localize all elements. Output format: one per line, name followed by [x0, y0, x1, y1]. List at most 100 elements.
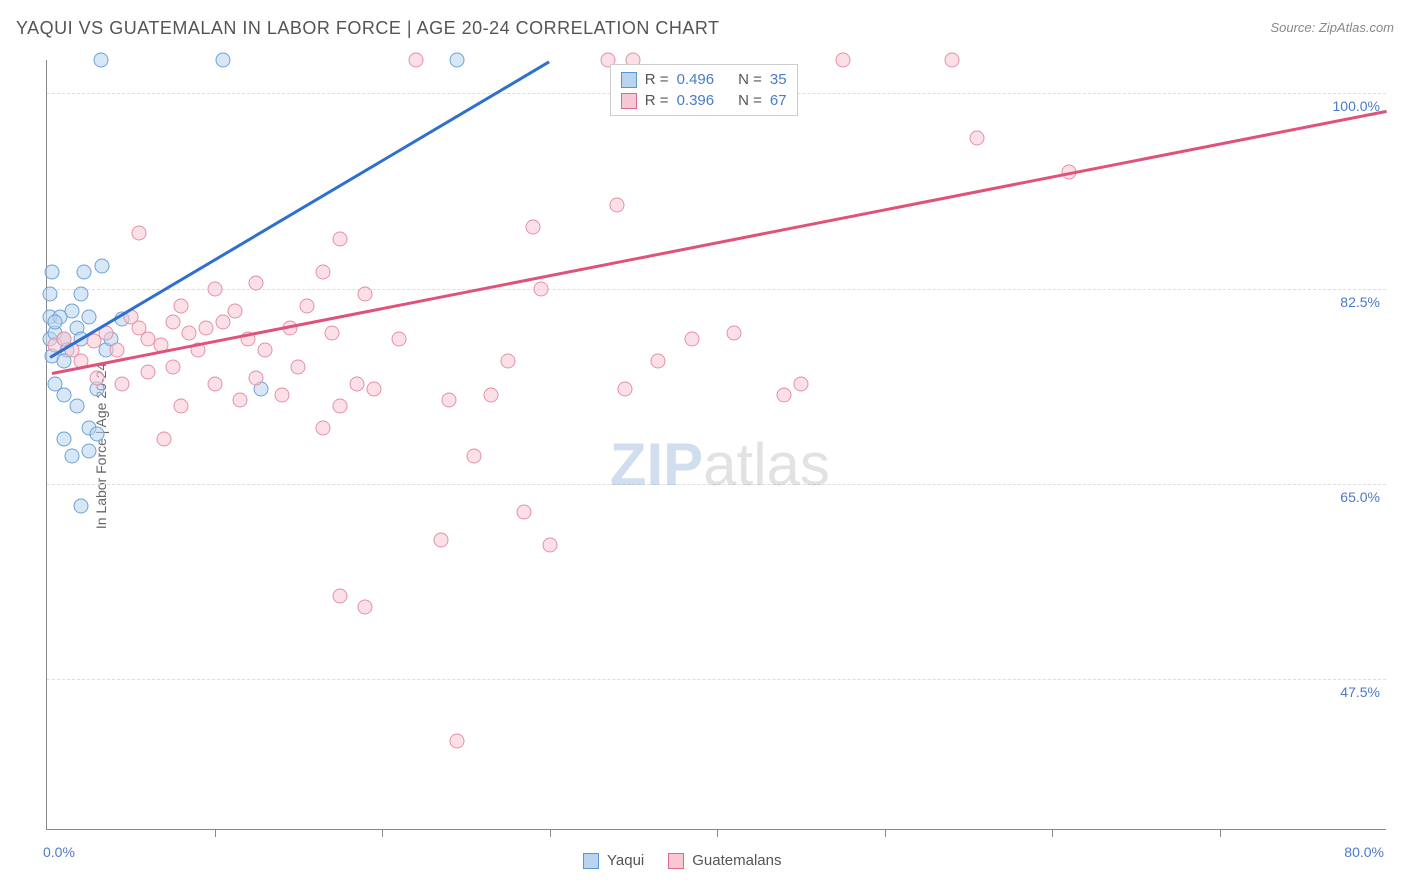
chart-container: YAQUI VS GUATEMALAN IN LABOR FORCE | AGE… [0, 0, 1406, 892]
x-tick [885, 829, 886, 837]
data-point [232, 393, 247, 408]
data-point [207, 281, 222, 296]
data-point [95, 259, 110, 274]
data-point [199, 320, 214, 335]
source-label: Source: ZipAtlas.com [1270, 20, 1394, 35]
y-tick-label: 65.0% [1340, 489, 1380, 505]
data-point [651, 354, 666, 369]
data-point [65, 304, 80, 319]
data-point [542, 538, 557, 553]
data-point [944, 53, 959, 68]
data-point [48, 315, 63, 330]
gridline [47, 484, 1386, 485]
x-axis-max-label: 80.0% [1344, 844, 1384, 860]
data-point [165, 315, 180, 330]
data-point [450, 733, 465, 748]
data-point [81, 443, 96, 458]
data-point [433, 532, 448, 547]
legend-label: Guatemalans [692, 852, 781, 869]
legend-item: Guatemalans [668, 852, 781, 869]
data-point [391, 331, 406, 346]
data-point [324, 326, 339, 341]
data-point [333, 588, 348, 603]
data-point [291, 359, 306, 374]
data-point [65, 449, 80, 464]
chart-title: YAQUI VS GUATEMALAN IN LABOR FORCE | AGE… [16, 18, 720, 39]
data-point [257, 343, 272, 358]
watermark: ZIPatlas [610, 430, 830, 499]
legend-r-label: R = [645, 92, 669, 109]
data-point [174, 298, 189, 313]
data-point [274, 387, 289, 402]
data-point [450, 53, 465, 68]
data-point [333, 398, 348, 413]
series-legend: Yaqui Guatemalans [583, 852, 781, 869]
legend-row: R =0.496N =35 [621, 69, 787, 90]
data-point [90, 426, 105, 441]
data-point [617, 382, 632, 397]
data-point [81, 309, 96, 324]
x-tick [382, 829, 383, 837]
data-point [174, 398, 189, 413]
data-point [76, 265, 91, 280]
data-point [408, 53, 423, 68]
legend-swatch [621, 72, 637, 88]
data-point [140, 365, 155, 380]
plot-area: 47.5%65.0%82.5%100.0%0.0%80.0%ZIPatlasR … [46, 60, 1386, 830]
data-point [207, 376, 222, 391]
data-point [609, 198, 624, 213]
data-point [157, 432, 172, 447]
data-point [43, 287, 58, 302]
legend-row: R =0.396N =67 [621, 90, 787, 111]
data-point [316, 421, 331, 436]
x-axis-min-label: 0.0% [43, 844, 75, 860]
data-point [56, 432, 71, 447]
data-point [90, 371, 105, 386]
data-point [777, 387, 792, 402]
y-tick-label: 47.5% [1340, 684, 1380, 700]
x-tick [550, 829, 551, 837]
data-point [366, 382, 381, 397]
data-point [726, 326, 741, 341]
data-point [500, 354, 515, 369]
data-point [467, 449, 482, 464]
legend-swatch [621, 93, 637, 109]
x-tick [215, 829, 216, 837]
data-point [182, 326, 197, 341]
gridline [47, 289, 1386, 290]
data-point [333, 231, 348, 246]
data-point [358, 599, 373, 614]
data-point [45, 265, 60, 280]
legend-n-value: 35 [770, 71, 787, 88]
data-point [517, 504, 532, 519]
legend-item: Yaqui [583, 852, 644, 869]
data-point [70, 398, 85, 413]
data-point [115, 376, 130, 391]
data-point [349, 376, 364, 391]
data-point [835, 53, 850, 68]
x-tick [1052, 829, 1053, 837]
data-point [215, 315, 230, 330]
legend-swatch [583, 853, 599, 869]
data-point [534, 281, 549, 296]
data-point [56, 387, 71, 402]
data-point [132, 225, 147, 240]
data-point [969, 131, 984, 146]
data-point [110, 343, 125, 358]
regression-line [50, 60, 550, 358]
data-point [215, 53, 230, 68]
data-point [165, 359, 180, 374]
data-point [483, 387, 498, 402]
legend-r-label: R = [645, 71, 669, 88]
y-tick-label: 82.5% [1340, 294, 1380, 310]
data-point [227, 304, 242, 319]
data-point [793, 376, 808, 391]
legend-label: Yaqui [607, 852, 644, 869]
data-point [525, 220, 540, 235]
data-point [249, 276, 264, 291]
legend-r-value: 0.396 [677, 92, 715, 109]
data-point [684, 331, 699, 346]
regression-line [52, 110, 1387, 375]
legend-n-value: 67 [770, 92, 787, 109]
data-point [299, 298, 314, 313]
